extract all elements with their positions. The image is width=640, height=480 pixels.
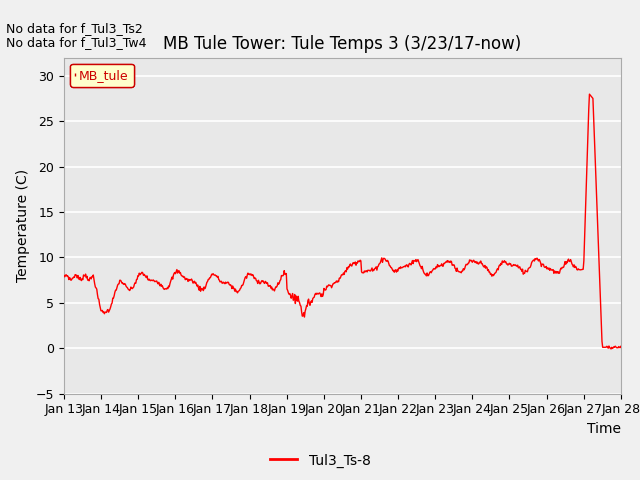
X-axis label: Time: Time — [587, 422, 621, 436]
Y-axis label: Temperature (C): Temperature (C) — [16, 169, 30, 282]
Legend: Tul3_Ts-8: Tul3_Ts-8 — [264, 448, 376, 473]
Text: No data for f_Tul3_Tw4: No data for f_Tul3_Tw4 — [6, 36, 147, 49]
Title: MB Tule Tower: Tule Temps 3 (3/23/17-now): MB Tule Tower: Tule Temps 3 (3/23/17-now… — [163, 35, 522, 53]
Legend: MB_tule: MB_tule — [70, 64, 134, 87]
Text: No data for f_Tul3_Ts2: No data for f_Tul3_Ts2 — [6, 22, 143, 35]
